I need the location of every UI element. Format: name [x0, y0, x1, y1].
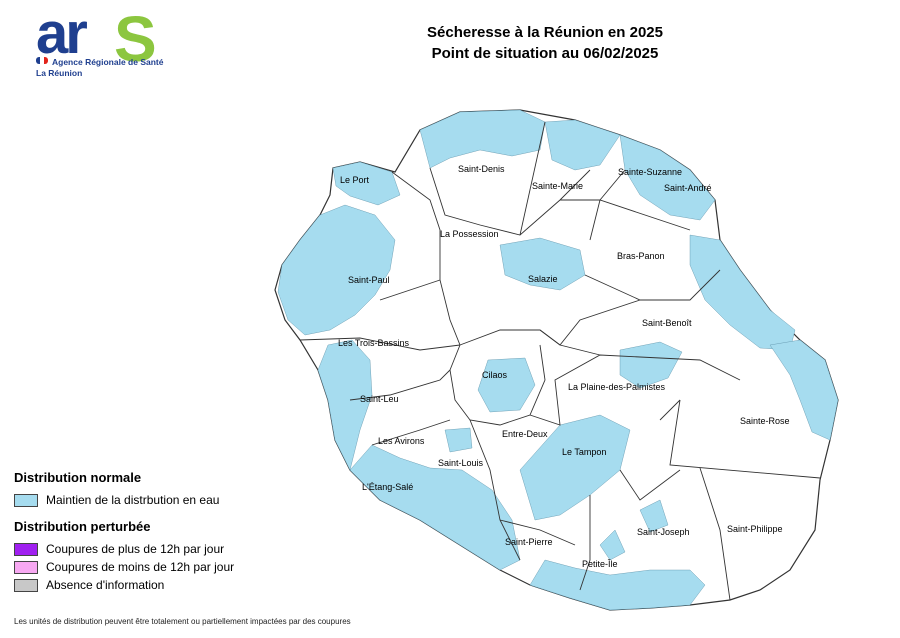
label-saint-pierre: Saint-Pierre — [505, 537, 553, 547]
label-sainte-rose: Sainte-Rose — [740, 416, 790, 426]
footnote: Les unités de distribution peuvent être … — [14, 617, 351, 626]
legend-swatch-blue — [14, 493, 38, 507]
legend-item-plus-12h: Coupures de plus de 12h par jour — [14, 540, 374, 558]
legend-label: Maintien de la distrbution en eau — [46, 493, 220, 507]
legend-label: Absence d'information — [46, 578, 165, 592]
label-saint-paul: Saint-Paul — [348, 275, 390, 285]
ars-logo: ar S Agence Régionale de Santé La Réunio… — [34, 1, 174, 90]
label-salazie: Salazie — [528, 274, 558, 284]
legend-item-moins-12h: Coupures de moins de 12h par jour — [14, 558, 374, 576]
label-sainte-marie: Sainte-Marie — [532, 181, 583, 191]
legend-label: Coupures de moins de 12h par jour — [46, 560, 235, 574]
legend-normal-heading: Distribution normale — [14, 470, 142, 485]
label-petite-ile: Petite-Île — [582, 559, 618, 569]
label-le-tampon: Le Tampon — [562, 447, 606, 457]
title-line1: Sécheresse à la Réunion en 2025 — [427, 24, 663, 41]
logo-agency: Agence Régionale de Santé — [52, 57, 164, 67]
legend-swatch-purple — [14, 542, 38, 556]
label-les-avirons: Les Avirons — [378, 436, 425, 446]
label-saint-benoit: Saint-Benoît — [642, 318, 692, 328]
legend-swatch-pink — [14, 560, 38, 574]
label-entre-deux: Entre-Deux — [502, 429, 548, 439]
label-la-plaine-des-palmistes: La Plaine-des-Palmistes — [568, 382, 666, 392]
label-sainte-suzanne: Sainte-Suzanne — [618, 167, 682, 177]
label-saint-philippe: Saint-Philippe — [727, 524, 783, 534]
french-flag-icon — [36, 57, 48, 64]
commune-labels: Le Port Saint-Denis Sainte-Marie Sainte-… — [338, 164, 790, 569]
label-saint-louis: Saint-Louis — [438, 458, 484, 468]
label-les-trois-bassins: Les Trois-Bassins — [338, 338, 410, 348]
label-saint-andre: Saint-André — [664, 183, 712, 193]
legend-disturbed-heading: Distribution perturbée — [14, 519, 151, 534]
label-bras-panon: Bras-Panon — [617, 251, 665, 261]
logo-s: S — [114, 3, 157, 75]
label-cilaos: Cilaos — [482, 370, 508, 380]
title-line2: Point de situation au 06/02/2025 — [431, 45, 659, 62]
logo-region: La Réunion — [36, 68, 83, 78]
logo-ar: ar — [36, 1, 88, 66]
label-le-port: Le Port — [340, 175, 370, 185]
label-saint-denis: Saint-Denis — [458, 164, 505, 174]
map-title: Sécheresse à la Réunion en 2025 Point de… — [380, 22, 710, 64]
legend-item-maintien: Maintien de la distrbution en eau — [14, 491, 374, 509]
label-l-etang-sale: L'Étang-Salé — [362, 482, 413, 492]
commune-boundaries — [299, 121, 821, 601]
label-saint-leu: Saint-Leu — [360, 394, 399, 404]
label-saint-joseph: Saint-Joseph — [637, 527, 690, 537]
legend-item-absence: Absence d'information — [14, 576, 374, 594]
water-zones — [277, 109, 839, 611]
label-la-possession: La Possession — [440, 229, 499, 239]
legend-swatch-grey — [14, 578, 38, 592]
legend-label: Coupures de plus de 12h par jour — [46, 542, 225, 556]
legend: Distribution normale Maintien de la dist… — [14, 470, 374, 594]
